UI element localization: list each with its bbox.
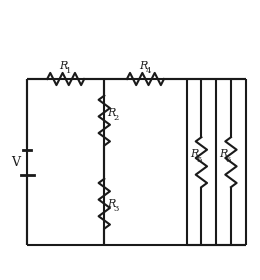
Text: R: R (219, 150, 228, 159)
Text: R: R (190, 150, 198, 159)
Text: 3: 3 (114, 206, 119, 213)
Text: 1: 1 (66, 67, 71, 75)
Text: R: R (59, 61, 68, 71)
Text: 2: 2 (114, 114, 119, 122)
Text: V: V (11, 156, 20, 169)
Text: 5: 5 (196, 156, 202, 164)
Text: R: R (107, 108, 116, 118)
Text: R: R (107, 199, 116, 209)
Text: R: R (139, 61, 147, 71)
Text: 6: 6 (226, 156, 231, 164)
Text: 4: 4 (145, 67, 151, 75)
